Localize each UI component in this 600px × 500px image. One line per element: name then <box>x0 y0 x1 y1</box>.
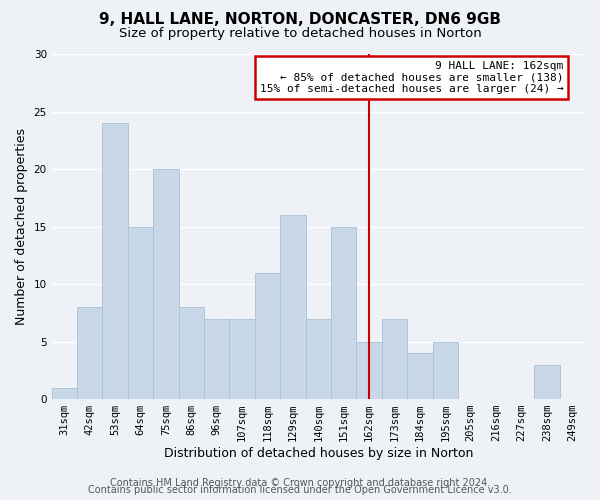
Bar <box>103 123 128 399</box>
Bar <box>534 364 560 399</box>
Text: Size of property relative to detached houses in Norton: Size of property relative to detached ho… <box>119 28 481 40</box>
Y-axis label: Number of detached properties: Number of detached properties <box>15 128 28 325</box>
Bar <box>153 169 179 399</box>
Text: Contains public sector information licensed under the Open Government Licence v3: Contains public sector information licen… <box>88 485 512 495</box>
Bar <box>179 307 204 399</box>
Bar <box>280 215 305 399</box>
Bar <box>52 388 77 399</box>
Text: 9, HALL LANE, NORTON, DONCASTER, DN6 9GB: 9, HALL LANE, NORTON, DONCASTER, DN6 9GB <box>99 12 501 28</box>
Bar <box>305 318 331 399</box>
Bar <box>331 226 356 399</box>
Bar <box>356 342 382 399</box>
Bar <box>77 307 103 399</box>
Bar <box>407 353 433 399</box>
Bar <box>433 342 458 399</box>
Bar <box>382 318 407 399</box>
Bar <box>128 226 153 399</box>
Text: Contains HM Land Registry data © Crown copyright and database right 2024.: Contains HM Land Registry data © Crown c… <box>110 478 490 488</box>
Text: 9 HALL LANE: 162sqm
← 85% of detached houses are smaller (138)
15% of semi-detac: 9 HALL LANE: 162sqm ← 85% of detached ho… <box>260 61 563 94</box>
X-axis label: Distribution of detached houses by size in Norton: Distribution of detached houses by size … <box>164 447 473 460</box>
Bar <box>255 272 280 399</box>
Bar <box>229 318 255 399</box>
Bar <box>204 318 229 399</box>
